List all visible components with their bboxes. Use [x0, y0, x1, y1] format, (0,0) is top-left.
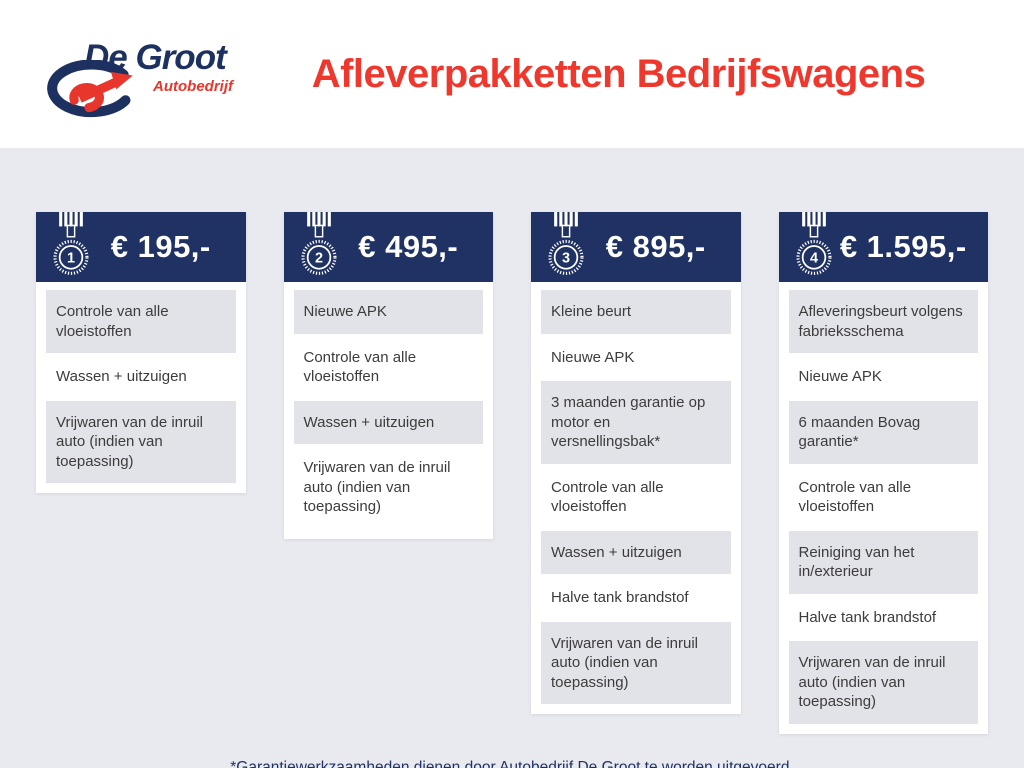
package-header: 4 € 1.595,- — [778, 212, 988, 282]
package-feature: Controle van alle vloeistoffen — [46, 290, 236, 353]
medal-icon: 2 — [300, 212, 337, 275]
package-feature-list: Kleine beurt Nieuwe APK 3 maanden garantie… — [531, 282, 741, 714]
package-header: 3 € 895,- — [531, 212, 741, 282]
package-card: 4 € 1.595,- Afleveringsbeurt volgens fab… — [778, 212, 989, 734]
package-feature-list: Nieuwe APK Controle van alle vloeistoffen… — [284, 282, 494, 539]
package-price: € 195,- — [110, 229, 211, 264]
medal-number: 4 — [809, 251, 817, 267]
medal-icon: 1 — [53, 212, 89, 275]
page-title: Afleverpakketten Bedrijfswagens — [311, 51, 926, 96]
brand-name: De Groot — [84, 38, 227, 77]
package-feature-list: Controle van alle vloeistoffen Wassen + u… — [36, 282, 246, 493]
package-feature: Vrijwaren van de inruil auto (indien van… — [541, 621, 731, 704]
medal-number: 3 — [562, 251, 570, 267]
disclaimer-line: *Garantiewerkzaamheden dienen door Autob… — [230, 758, 794, 768]
package-cards-row: 1 € 195,- Controle van alle vloeistoffen… — [36, 212, 988, 734]
swoosh-arrow-icon — [47, 60, 133, 118]
package-feature: Controle van alle vloeistoffen — [541, 465, 731, 529]
package-feature: Vrijwaren van de inruil auto (indien van… — [293, 446, 483, 529]
medal-number: 2 — [314, 251, 322, 267]
package-feature: 3 maanden garantie op motor en versnelli… — [541, 381, 731, 464]
brand-logo: De Groot Autobedrijf — [36, 18, 241, 130]
package-card: 1 € 195,- Controle van alle vloeistoffen… — [36, 212, 246, 493]
page-header: De Groot Autobedrijf Afleverpakketten Be… — [0, 0, 1024, 148]
medal-icon: 4 — [795, 212, 832, 275]
package-feature-list: Afleveringsbeurt volgens fabrieksschema N… — [779, 282, 989, 734]
package-feature: Kleine beurt — [541, 290, 731, 334]
package-feature: Vrijwaren van de inruil auto (indien van… — [788, 641, 978, 724]
package-feature: Vrijwaren van de inruil auto (indien van… — [46, 400, 236, 483]
package-feature: 6 maanden Bovag garantie* — [788, 400, 978, 464]
package-feature: Afleveringsbeurt volgens fabrieksschema — [788, 290, 978, 353]
package-card: 3 € 895,- Kleine beurt Nieuwe APK 3 maande… — [531, 212, 741, 714]
package-card: 2 € 495,- Nieuwe APK Controle van alle vl… — [283, 212, 494, 539]
packages-area: 1 € 195,- Controle van alle vloeistoffen… — [0, 148, 1024, 768]
brand-tagline: Autobedrijf — [153, 78, 233, 95]
medal-number: 1 — [67, 251, 75, 267]
package-feature: Wassen + uitzuigen — [541, 530, 731, 574]
medal-icon: 3 — [548, 212, 584, 275]
package-feature: Nieuwe APK — [788, 355, 978, 399]
package-header: 2 € 495,- — [283, 212, 493, 282]
package-feature: Wassen + uitzuigen — [293, 400, 483, 444]
package-price: € 495,- — [358, 229, 459, 264]
package-feature: Controle van alle vloeistoffen — [788, 465, 978, 529]
package-feature: Reiniging van het in/exterieur — [788, 530, 978, 594]
package-header: 1 € 195,- — [36, 212, 246, 282]
package-feature: Halve tank brandstof — [788, 595, 978, 639]
package-feature: Halve tank brandstof — [541, 576, 731, 620]
package-feature: Nieuwe APK — [541, 335, 731, 379]
disclaimer-block: *Garantiewerkzaamheden dienen door Autob… — [36, 756, 988, 768]
package-feature: Wassen + uitzuigen — [46, 355, 236, 399]
package-price: € 895,- — [605, 229, 706, 264]
package-feature: Nieuwe APK — [293, 290, 483, 334]
package-feature: Controle van alle vloeistoffen — [293, 335, 483, 399]
package-price: € 1.595,- — [839, 229, 967, 264]
